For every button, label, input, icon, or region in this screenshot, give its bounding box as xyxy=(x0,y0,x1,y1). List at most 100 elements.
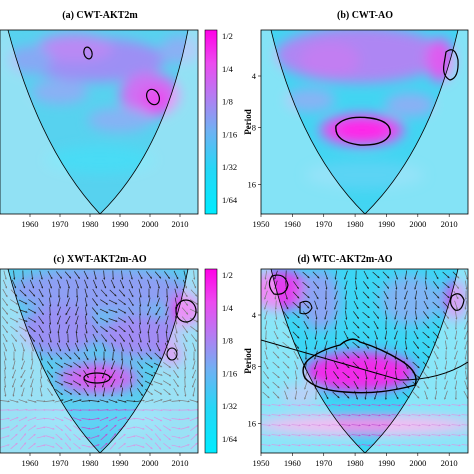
phase-arrow xyxy=(335,340,338,350)
phase-arrow xyxy=(454,350,458,360)
phase-arrow xyxy=(272,351,280,359)
phase-arrow xyxy=(404,290,408,300)
phase-arrow xyxy=(461,424,468,426)
phase-arrow xyxy=(264,280,268,290)
phase-arrow xyxy=(108,326,118,332)
phase-arrow xyxy=(84,297,88,307)
phase-arrow xyxy=(283,311,289,319)
phase-arrow xyxy=(27,308,37,314)
phase-arrow xyxy=(73,362,81,368)
phase-arrow xyxy=(432,311,440,319)
phase-arrow xyxy=(404,320,408,330)
phase-arrow xyxy=(99,408,109,411)
phase-arrow xyxy=(412,391,420,399)
phase-arrow xyxy=(293,350,299,360)
phase-arrow xyxy=(121,270,124,280)
phase-arrow xyxy=(382,281,390,289)
phase-arrow xyxy=(109,424,117,432)
phase-arrow xyxy=(382,271,390,279)
phase-arrow xyxy=(374,360,378,370)
phase-arrow xyxy=(361,444,371,447)
phase-arrow xyxy=(324,330,328,340)
phase-arrow xyxy=(148,333,151,343)
phase-arrow xyxy=(314,330,318,340)
phase-arrow xyxy=(153,362,163,368)
phase-arrow xyxy=(351,414,361,417)
phase-arrow xyxy=(72,399,82,403)
phase-arrow xyxy=(461,404,468,406)
phase-arrow xyxy=(73,433,81,441)
phase-arrow xyxy=(18,318,28,322)
phase-arrow xyxy=(282,361,290,369)
phase-arrow xyxy=(421,404,431,407)
phase-arrow xyxy=(331,424,341,427)
phase-arrow xyxy=(108,299,118,305)
phase-arrow xyxy=(163,388,171,396)
phase-arrow xyxy=(18,408,28,411)
phase-arrow xyxy=(292,311,300,319)
phase-arrow xyxy=(126,444,136,448)
phase-arrow xyxy=(441,414,451,417)
phase-arrow xyxy=(12,369,16,379)
colorbar-label: 1/2 xyxy=(222,31,233,41)
phase-arrow xyxy=(63,399,73,403)
phase-arrow xyxy=(63,372,73,376)
phase-arrow xyxy=(454,380,458,390)
phase-arrow xyxy=(38,279,44,289)
phase-arrow xyxy=(30,369,34,379)
phase-arrow xyxy=(102,387,106,397)
colorbar-label: 1/4 xyxy=(222,64,234,74)
phase-arrow xyxy=(12,360,16,370)
phase-arrow xyxy=(146,342,152,352)
phase-arrow xyxy=(421,424,431,427)
phase-arrow xyxy=(126,417,136,420)
phase-arrow xyxy=(345,310,348,320)
phase-arrow xyxy=(47,361,53,369)
phase-arrow xyxy=(30,342,34,352)
phase-arrow xyxy=(432,331,440,339)
phase-arrow xyxy=(102,378,106,388)
phase-arrow xyxy=(311,404,321,407)
phase-arrow xyxy=(128,333,134,343)
phase-arrow xyxy=(129,360,133,370)
phase-arrow xyxy=(138,288,142,298)
phase-arrow xyxy=(109,442,117,450)
phase-arrow xyxy=(324,350,328,360)
phase-arrow xyxy=(384,370,388,380)
phase-arrow xyxy=(75,324,79,334)
phase-arrow xyxy=(171,435,181,439)
phase-arrow xyxy=(394,280,398,290)
x-tick-label: 1980 xyxy=(347,458,364,468)
phase-arrow xyxy=(84,315,88,325)
phase-arrow xyxy=(0,400,10,403)
phase-arrow xyxy=(100,289,108,297)
phase-arrow xyxy=(425,280,428,290)
phase-arrow xyxy=(162,380,172,386)
phase-arrow xyxy=(3,342,7,352)
phase-arrow xyxy=(371,434,381,437)
phase-arrow xyxy=(281,434,291,437)
phase-arrow xyxy=(189,317,198,323)
phase-arrow xyxy=(63,389,73,395)
phase-arrow xyxy=(362,331,370,339)
panel-b-x-axis: 1950 1960 1970 1980 1990 2000 2010 xyxy=(253,214,458,229)
phase-arrow xyxy=(383,290,389,300)
phase-arrow xyxy=(301,434,311,437)
phase-arrow xyxy=(284,390,288,400)
x-tick-label: 1950 xyxy=(253,219,270,229)
phase-arrow xyxy=(424,290,428,300)
phase-arrow xyxy=(434,390,438,400)
phase-arrow xyxy=(352,351,360,359)
phase-arrow xyxy=(422,321,430,329)
colorbar-a xyxy=(204,29,218,215)
phase-arrow xyxy=(331,434,341,437)
panel-b: (b) CWT-AO 4 8 16 1950 1960 1970 1980 1990 2000… xyxy=(248,10,469,229)
phase-arrow xyxy=(81,399,91,402)
phase-arrow xyxy=(0,444,10,448)
phase-arrow xyxy=(75,315,79,325)
phase-arrow xyxy=(75,306,79,316)
phase-arrow xyxy=(64,424,72,432)
phase-arrow xyxy=(100,433,108,441)
phase-arrow xyxy=(139,324,142,334)
